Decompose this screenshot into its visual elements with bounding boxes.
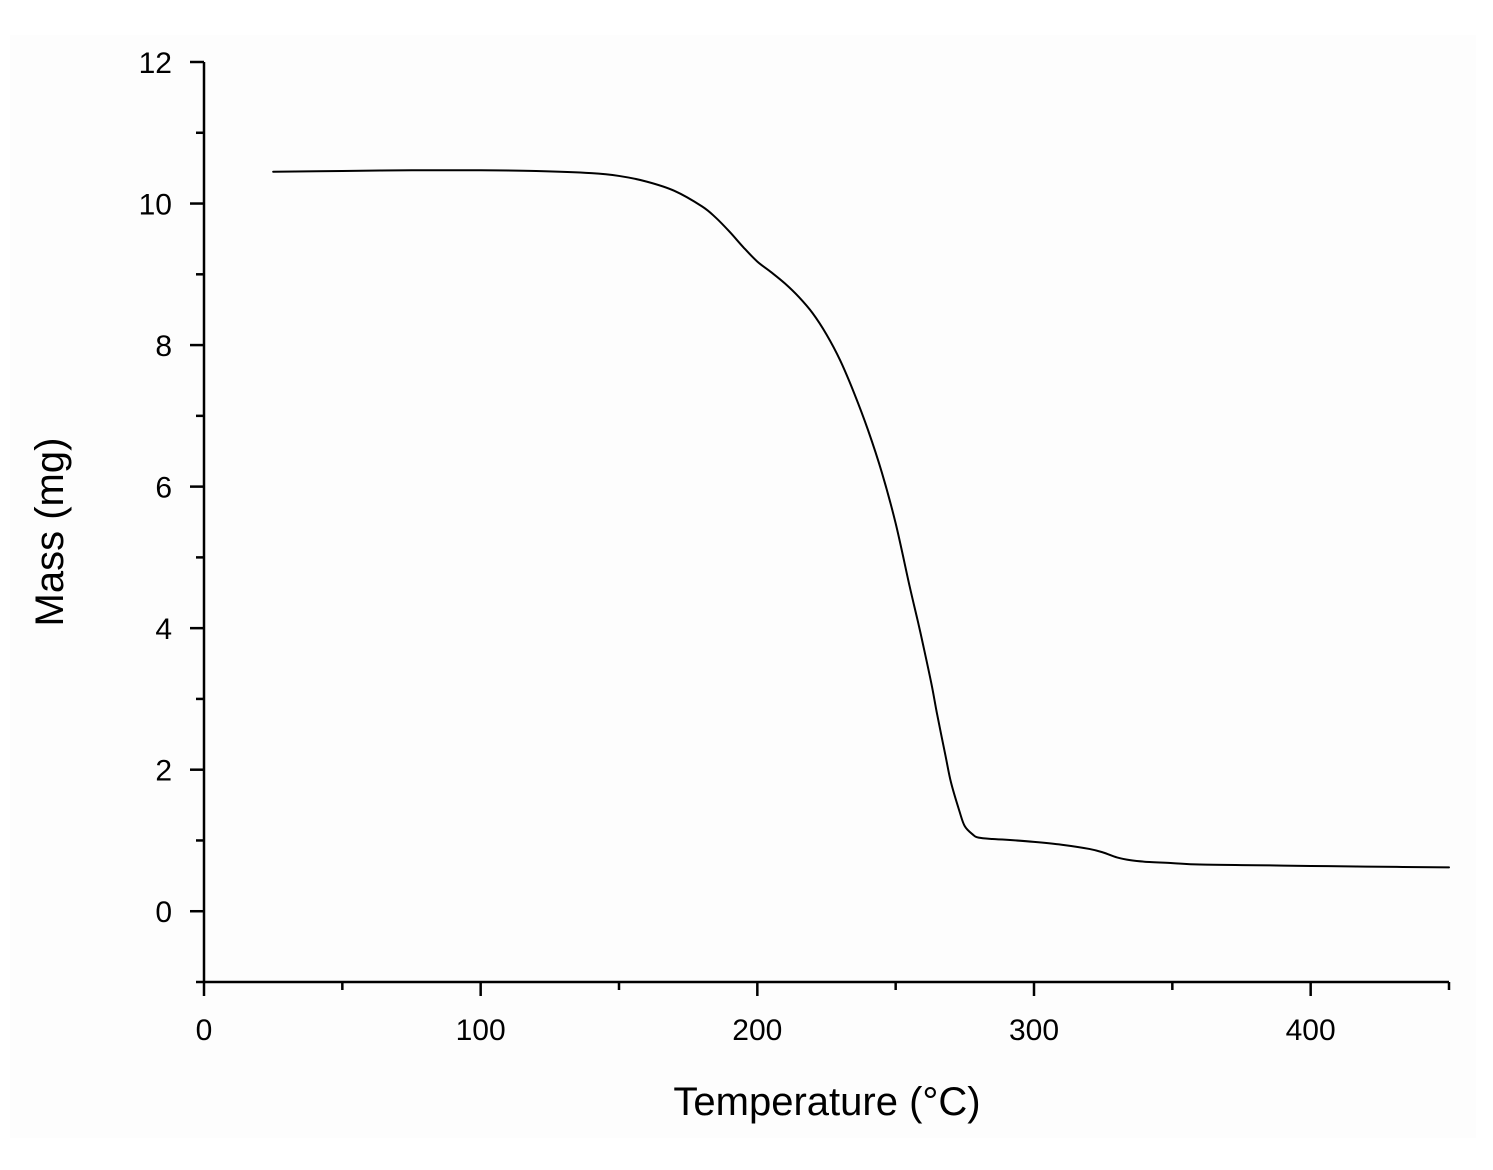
x-tick-label: 0: [196, 1014, 213, 1047]
y-tick-label: 2: [155, 755, 172, 788]
y-tick-label: 8: [155, 330, 172, 363]
y-tick-label: 6: [155, 472, 172, 505]
y-tick-label: 0: [155, 896, 172, 929]
y-tick-label: 10: [139, 189, 172, 222]
x-tick-label: 200: [732, 1014, 782, 1047]
series-layer: [272, 169, 1450, 869]
x-axis-title: Temperature (°C): [673, 1080, 980, 1124]
figure-background: [10, 35, 1476, 1138]
mass-curve-series-1: [272, 169, 1450, 869]
ticks: [190, 60, 1451, 996]
y-axis-title: Mass (mg): [28, 438, 72, 627]
x-tick-label: 400: [1286, 1014, 1336, 1047]
tick-labels: 0 100 200 300 400 0 2 4 6 8 10 12: [139, 47, 1336, 1047]
x-tick-label: 100: [456, 1014, 506, 1047]
axes: [202, 62, 1449, 984]
y-tick-label: 4: [155, 613, 172, 646]
y-tick-label: 12: [139, 47, 172, 80]
x-tick-label: 300: [1009, 1014, 1059, 1047]
